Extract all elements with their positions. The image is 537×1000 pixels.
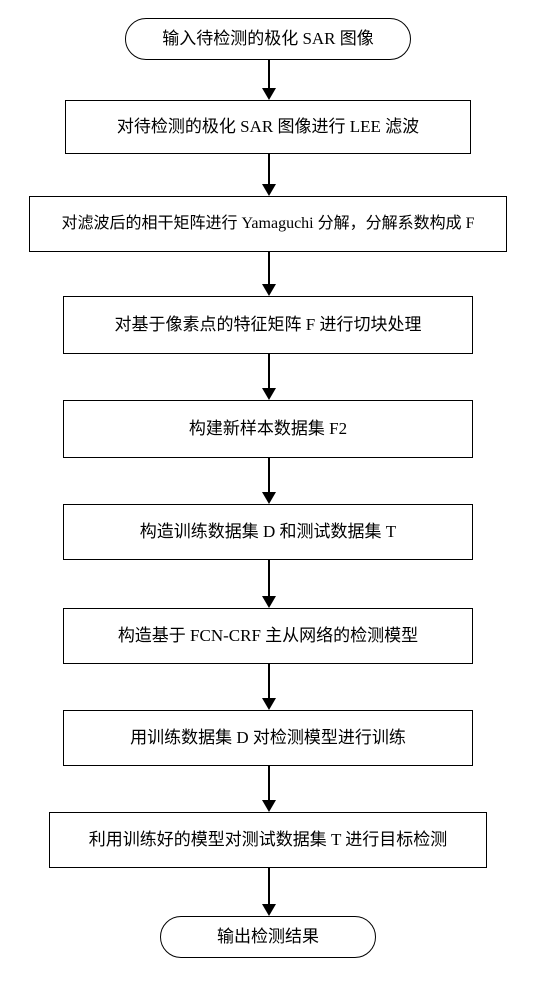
flow-node-n9: 输出检测结果 (160, 916, 376, 958)
flow-node-label: 构造基于 FCN-CRF 主从网络的检测模型 (118, 624, 418, 648)
arrow-head-icon (262, 88, 276, 100)
flow-node-n2: 对滤波后的相干矩阵进行 Yamaguchi 分解，分解系数构成 F (29, 196, 507, 252)
arrow-shaft (268, 766, 270, 800)
flow-arrow (262, 354, 276, 400)
flow-node-n7: 用训练数据集 D 对检测模型进行训练 (63, 710, 473, 766)
arrow-head-icon (262, 388, 276, 400)
flow-node-n1: 对待检测的极化 SAR 图像进行 LEE 滤波 (65, 100, 471, 154)
flow-arrow (262, 458, 276, 504)
arrow-shaft (268, 354, 270, 388)
arrow-head-icon (262, 184, 276, 196)
arrow-head-icon (262, 492, 276, 504)
flow-node-label: 用训练数据集 D 对检测模型进行训练 (130, 726, 406, 750)
flow-node-n8: 利用训练好的模型对测试数据集 T 进行目标检测 (49, 812, 487, 868)
arrow-head-icon (262, 800, 276, 812)
flow-node-label: 利用训练好的模型对测试数据集 T 进行目标检测 (89, 828, 448, 852)
arrow-head-icon (262, 904, 276, 916)
flow-node-label: 输入待检测的极化 SAR 图像 (162, 27, 374, 51)
flow-node-label: 对滤波后的相干矩阵进行 Yamaguchi 分解，分解系数构成 F (61, 213, 474, 235)
flow-node-label: 构造训练数据集 D 和测试数据集 T (140, 520, 396, 544)
arrow-head-icon (262, 698, 276, 710)
flow-arrow (262, 252, 276, 296)
flow-node-label: 对基于像素点的特征矩阵 F 进行切块处理 (115, 313, 422, 337)
arrow-shaft (268, 868, 270, 904)
flow-arrow (262, 154, 276, 196)
flow-node-n6: 构造基于 FCN-CRF 主从网络的检测模型 (63, 608, 473, 664)
flow-arrow (262, 868, 276, 916)
flow-node-label: 对待检测的极化 SAR 图像进行 LEE 滤波 (117, 115, 419, 139)
flowchart-canvas: 输入待检测的极化 SAR 图像对待检测的极化 SAR 图像进行 LEE 滤波对滤… (0, 0, 537, 1000)
arrow-shaft (268, 664, 270, 698)
arrow-shaft (268, 458, 270, 492)
arrow-shaft (268, 154, 270, 184)
flow-arrow (262, 560, 276, 608)
flow-node-label: 输出检测结果 (217, 925, 319, 949)
flow-arrow (262, 60, 276, 100)
arrow-shaft (268, 60, 270, 88)
flow-node-n5: 构造训练数据集 D 和测试数据集 T (63, 504, 473, 560)
arrow-head-icon (262, 596, 276, 608)
flow-node-n0: 输入待检测的极化 SAR 图像 (125, 18, 411, 60)
flow-arrow (262, 664, 276, 710)
arrow-shaft (268, 252, 270, 284)
arrow-shaft (268, 560, 270, 596)
flow-node-n4: 构建新样本数据集 F2 (63, 400, 473, 458)
flow-node-n3: 对基于像素点的特征矩阵 F 进行切块处理 (63, 296, 473, 354)
flow-node-label: 构建新样本数据集 F2 (189, 417, 347, 441)
flow-arrow (262, 766, 276, 812)
arrow-head-icon (262, 284, 276, 296)
